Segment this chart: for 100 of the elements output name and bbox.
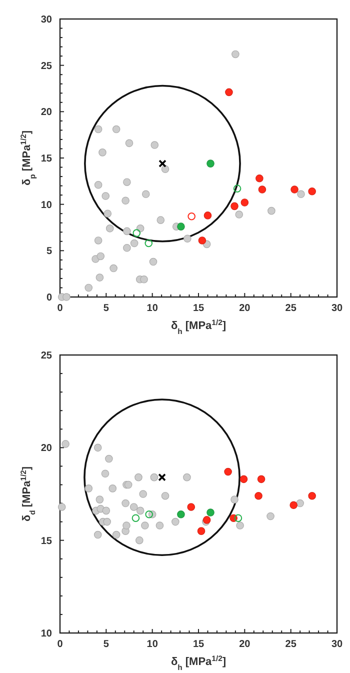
x-tick-label: 5 [103,303,110,314]
point [254,492,262,500]
x-tick-label: 25 [285,639,297,650]
y-tick-label: 5 [46,246,52,258]
point [98,148,106,156]
point [136,536,144,544]
x-tick-label: 10 [146,639,158,650]
y-tick-label: 25 [40,350,52,362]
x-axis-title: δ$_{h}$ [MPa$^{1/2}$] [170,654,226,672]
point [96,496,104,504]
point [103,518,111,526]
point [145,510,153,518]
point [297,190,305,198]
point [84,284,93,292]
point [172,518,180,526]
point [136,506,144,515]
x-tick-label: 20 [239,639,251,650]
point [96,274,104,282]
point [139,490,147,498]
x-tick-label: 15 [192,639,204,650]
point [206,508,214,516]
y-tick-label: 20 [40,443,52,454]
point [134,473,142,482]
point [296,499,304,508]
point [230,202,238,210]
point [94,180,102,189]
point [266,512,274,520]
y-tick-label: 20 [40,107,52,118]
point [144,239,153,248]
point [308,492,316,500]
point [240,198,249,206]
point [308,187,316,196]
point [94,444,102,452]
point [161,492,170,500]
x-axis-title: δ$_{h}$ [MPa$^{1/2}$] [170,318,226,336]
point [105,454,113,463]
point [142,190,150,198]
point [150,473,158,482]
point [94,236,102,244]
point [112,125,120,134]
x-tick-label: 25 [285,303,297,314]
point [104,210,112,218]
point [161,165,170,174]
point [183,473,191,482]
point [290,186,298,194]
y-tick-label: 30 [40,14,52,26]
point [62,440,70,448]
point [110,264,118,272]
point [184,234,192,243]
y-tick-label: 10 [40,200,52,211]
y-tick-label: 15 [40,154,52,164]
point [96,252,105,260]
x-tick-label: 30 [331,639,343,650]
point [198,236,206,244]
point [206,160,214,168]
point [132,229,141,237]
point [122,499,130,508]
point [149,258,158,266]
point [177,222,185,230]
point [232,50,240,58]
point [224,468,232,476]
x-tick-label: 30 [331,303,343,314]
point [122,522,130,530]
point [94,530,102,539]
point [268,206,276,215]
point [108,484,117,492]
point [58,503,66,511]
point [94,125,102,134]
point [62,293,70,301]
point [84,484,93,492]
x-tick-label: 0 [57,303,64,314]
point [141,522,149,530]
point [140,275,148,284]
point [106,224,114,232]
point [177,510,185,518]
point [225,88,233,96]
point [101,470,110,478]
point [240,475,248,484]
point [290,501,298,510]
point [256,174,264,182]
point [230,496,238,504]
point [197,527,206,535]
point [132,514,140,522]
point [130,503,138,511]
point [102,506,110,515]
x-tick-label: 15 [192,303,204,314]
point [122,196,130,205]
point [188,212,196,220]
x-tick-label: 10 [146,303,158,314]
point [233,184,242,192]
point [136,224,144,232]
x-tick-label: 20 [239,303,251,314]
point [123,244,131,252]
point [236,522,244,530]
x-tick-label: 0 [57,639,64,650]
point [204,212,212,220]
point [258,186,266,194]
point [125,139,134,148]
point [112,530,120,539]
y-tick-label: 0 [46,292,52,304]
